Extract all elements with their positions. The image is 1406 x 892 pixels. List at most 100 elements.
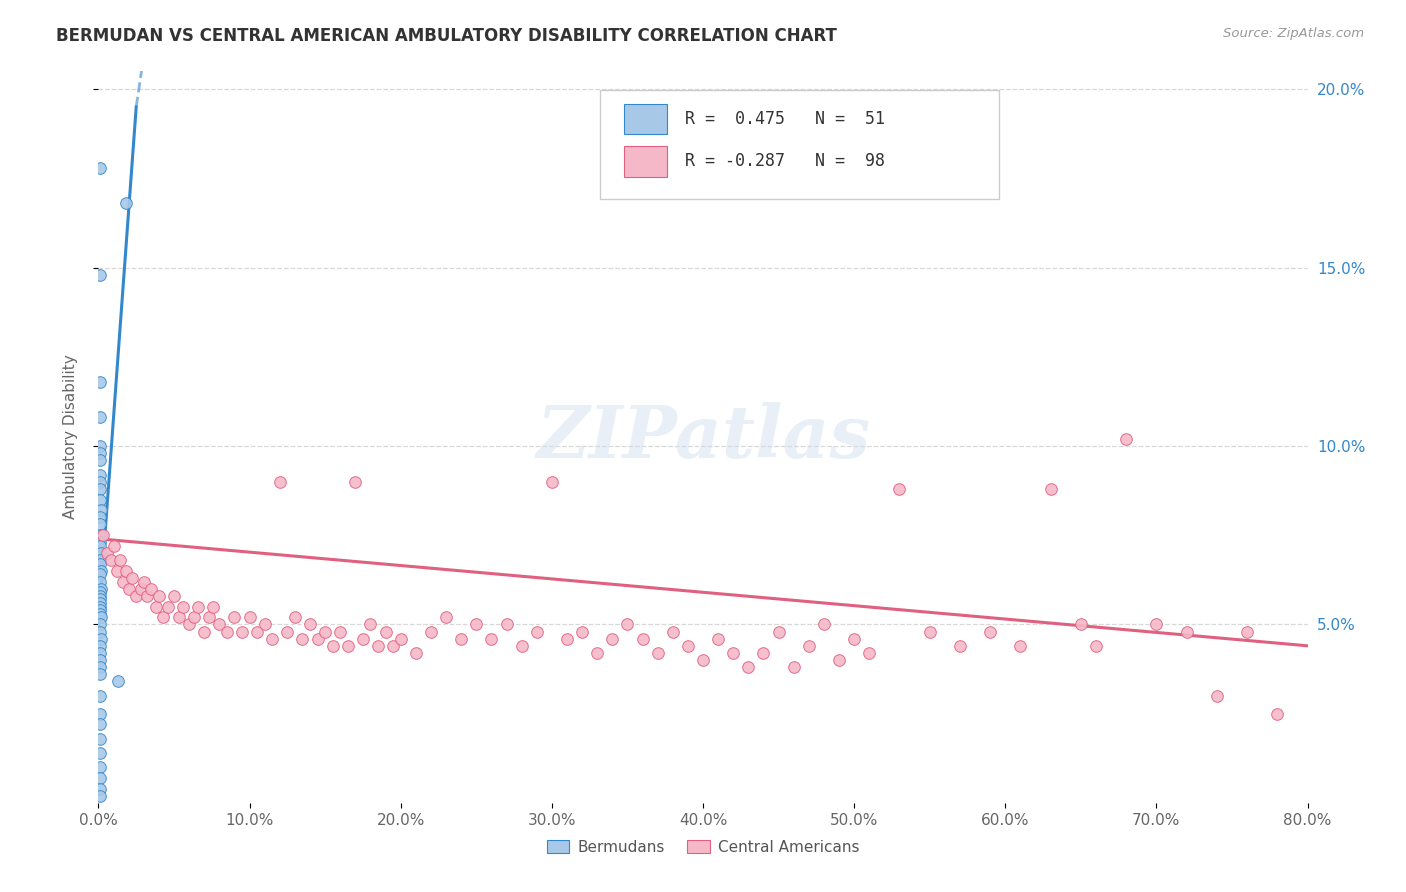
Point xyxy=(89,475,111,489)
Point xyxy=(89,660,111,674)
Point xyxy=(253,617,276,632)
Point xyxy=(89,539,111,553)
Point xyxy=(89,510,111,524)
Point xyxy=(90,528,112,542)
Point xyxy=(555,632,578,646)
Point xyxy=(707,632,730,646)
Point xyxy=(1236,624,1258,639)
Point xyxy=(979,624,1001,639)
Point xyxy=(89,585,111,599)
Point xyxy=(89,667,111,681)
Point xyxy=(239,610,262,624)
Point xyxy=(262,632,284,646)
Point xyxy=(202,599,225,614)
Point xyxy=(89,589,111,603)
Point xyxy=(103,539,125,553)
Point xyxy=(111,574,134,589)
Point xyxy=(89,639,111,653)
Point xyxy=(89,689,111,703)
Point xyxy=(89,624,111,639)
Point xyxy=(89,410,111,425)
Point xyxy=(179,617,201,632)
Point xyxy=(89,789,111,803)
Point xyxy=(89,760,111,774)
Point xyxy=(224,610,246,624)
Point xyxy=(586,646,609,660)
Point xyxy=(797,639,820,653)
Text: R = -0.287   N =  98: R = -0.287 N = 98 xyxy=(685,153,884,170)
Point xyxy=(231,624,253,639)
Point xyxy=(89,517,111,532)
Point xyxy=(540,475,562,489)
Point xyxy=(132,574,155,589)
Point xyxy=(647,646,669,660)
Point xyxy=(90,546,112,560)
Text: ZIPatlas: ZIPatlas xyxy=(536,401,870,473)
Point xyxy=(90,632,112,646)
Point xyxy=(197,610,219,624)
Point xyxy=(89,453,111,467)
Point xyxy=(89,592,111,607)
Point xyxy=(813,617,835,632)
Point xyxy=(949,639,972,653)
Point xyxy=(1070,617,1092,632)
Point xyxy=(676,639,699,653)
Point xyxy=(105,564,128,578)
Point xyxy=(167,610,190,624)
Point xyxy=(692,653,714,667)
Point xyxy=(752,646,775,660)
Point xyxy=(1085,639,1108,653)
Point xyxy=(616,617,638,632)
Point xyxy=(1115,432,1137,446)
Point xyxy=(108,553,131,567)
Point xyxy=(114,196,136,211)
Point xyxy=(89,771,111,785)
Point xyxy=(156,599,179,614)
Point xyxy=(89,567,111,582)
Point xyxy=(90,503,112,517)
Point xyxy=(828,653,851,667)
Point xyxy=(89,653,111,667)
Point xyxy=(152,610,174,624)
Point xyxy=(299,617,322,632)
Point xyxy=(1206,689,1229,703)
Point xyxy=(344,475,367,489)
Point xyxy=(118,582,141,596)
Point xyxy=(314,624,336,639)
Point xyxy=(135,589,157,603)
Point xyxy=(450,632,472,646)
Point xyxy=(148,589,170,603)
Point xyxy=(737,660,759,674)
Point xyxy=(114,564,136,578)
Point xyxy=(193,624,215,639)
Point xyxy=(360,617,382,632)
Point xyxy=(510,639,533,653)
Point xyxy=(291,632,314,646)
Point xyxy=(89,439,111,453)
Point xyxy=(89,746,111,760)
Point xyxy=(918,624,941,639)
Point xyxy=(172,599,194,614)
Point xyxy=(121,571,143,585)
Point xyxy=(1039,482,1062,496)
Point xyxy=(89,646,111,660)
Point xyxy=(889,482,911,496)
Point xyxy=(89,161,111,175)
Point xyxy=(269,475,291,489)
Text: Source: ZipAtlas.com: Source: ZipAtlas.com xyxy=(1223,27,1364,40)
Point xyxy=(858,646,880,660)
Point xyxy=(89,375,111,389)
Point xyxy=(89,706,111,721)
Legend: Bermudans, Central Americans: Bermudans, Central Americans xyxy=(540,834,866,861)
FancyBboxPatch shape xyxy=(600,90,1000,200)
Text: R =  0.475   N =  51: R = 0.475 N = 51 xyxy=(685,110,884,128)
Point xyxy=(768,624,790,639)
Point xyxy=(1144,617,1167,632)
Point xyxy=(661,624,683,639)
Point xyxy=(1267,706,1289,721)
Point xyxy=(183,610,205,624)
Point xyxy=(107,674,129,689)
Point xyxy=(89,492,111,507)
FancyBboxPatch shape xyxy=(624,103,666,135)
Text: BERMUDAN VS CENTRAL AMERICAN AMBULATORY DISABILITY CORRELATION CHART: BERMUDAN VS CENTRAL AMERICAN AMBULATORY … xyxy=(56,27,837,45)
